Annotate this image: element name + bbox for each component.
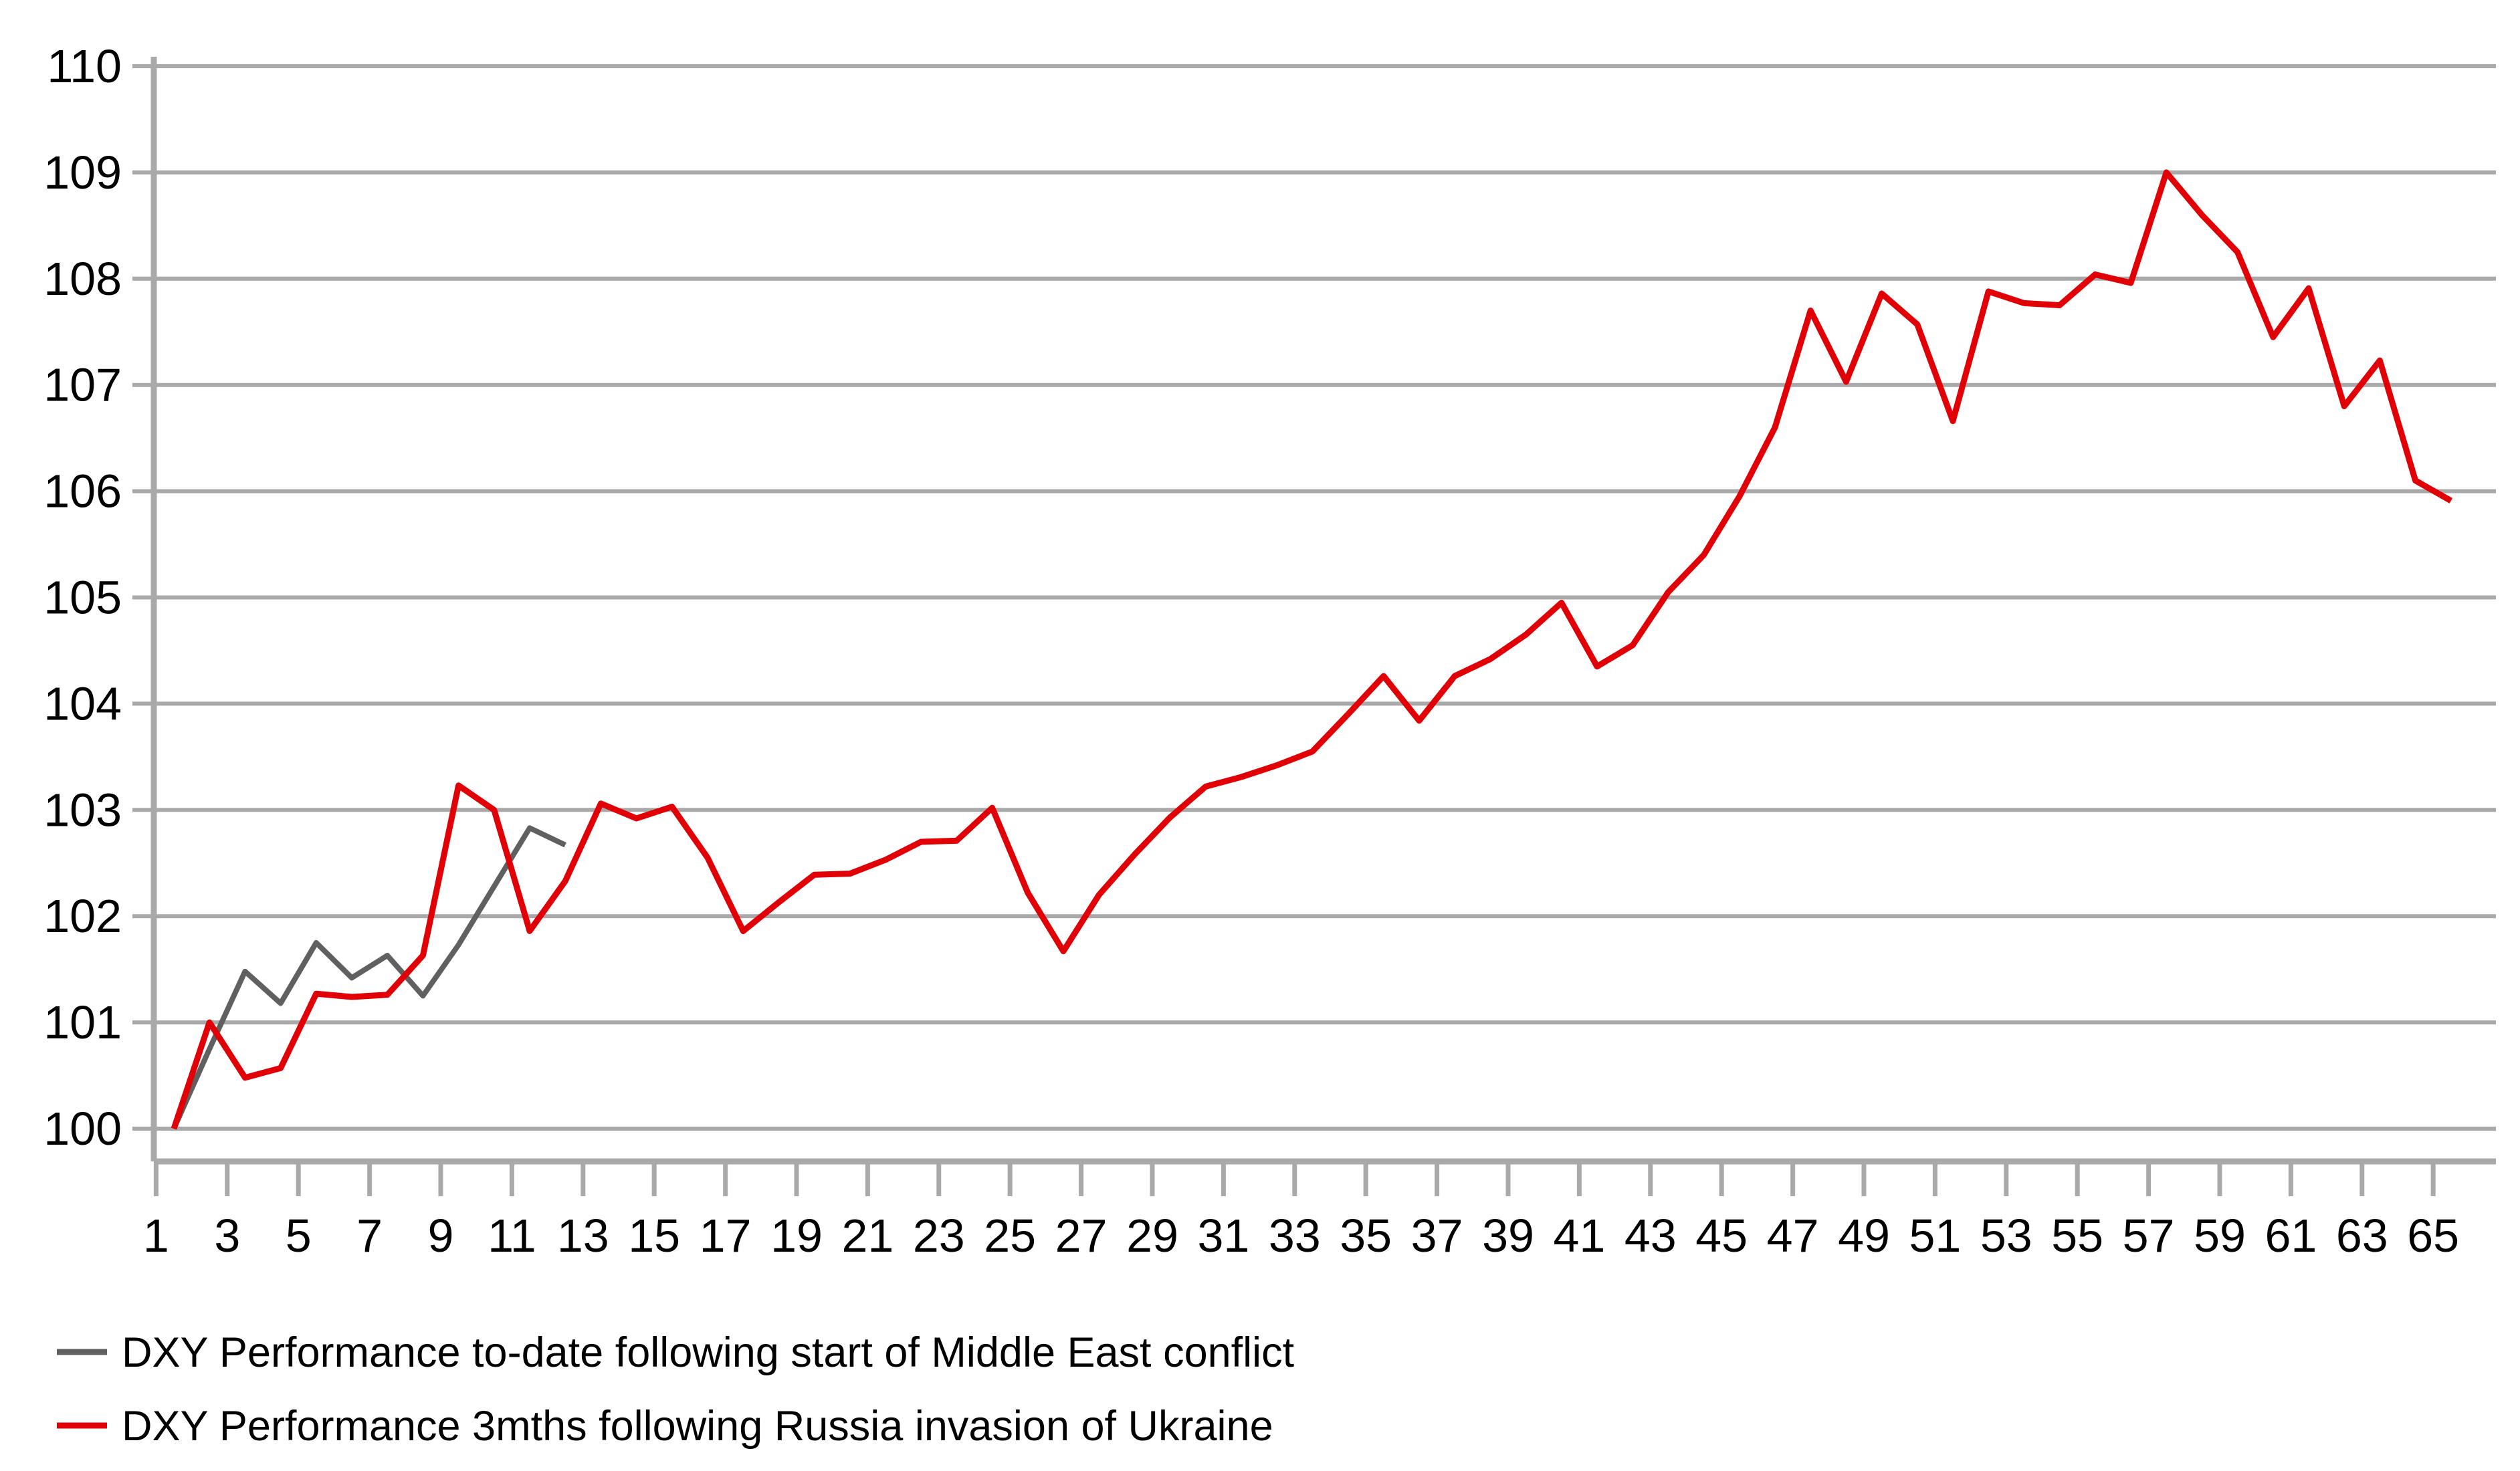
x-tick-label-29: 29 xyxy=(1126,1210,1178,1262)
legend: DXY Performance to-date following start … xyxy=(57,1329,1295,1450)
x-tick-label-43: 43 xyxy=(1624,1210,1677,1262)
x-axis-labels: 1 3 5 7 9 11 13 15 17 19 21 23 25 27 29 31 33 35 37 39 41 43 4… xyxy=(143,1210,2459,1262)
x-tick-label-51: 51 xyxy=(1909,1210,1961,1262)
series-line-russia-ukraine xyxy=(171,169,2453,1130)
x-tick-label-1: 1 xyxy=(143,1210,169,1262)
x-tick-label-65: 65 xyxy=(2407,1210,2459,1262)
x-axis-ticks xyxy=(153,1161,2436,1196)
y-tick-label-101: 101 xyxy=(43,996,122,1048)
y-tick-label-108: 108 xyxy=(43,253,122,305)
x-tick-label-23: 23 xyxy=(913,1210,965,1262)
x-tick-label-63: 63 xyxy=(2336,1210,2388,1262)
x-tick-label-3: 3 xyxy=(214,1210,240,1262)
x-tick-label-35: 35 xyxy=(1340,1210,1392,1262)
x-tick-label-17: 17 xyxy=(700,1210,752,1262)
gridlines xyxy=(132,64,2496,1131)
y-tick-label-107: 107 xyxy=(43,359,122,411)
x-tick-label-31: 31 xyxy=(1197,1210,1249,1262)
x-tick-label-47: 47 xyxy=(1767,1210,1819,1262)
x-tick-label-33: 33 xyxy=(1269,1210,1321,1262)
x-tick-label-45: 45 xyxy=(1695,1210,1748,1262)
x-tick-label-15: 15 xyxy=(628,1210,680,1262)
y-tick-label-102: 102 xyxy=(43,890,122,942)
x-tick-label-11: 11 xyxy=(488,1210,536,1262)
x-tick-label-5: 5 xyxy=(286,1210,312,1262)
y-tick-label-105: 105 xyxy=(43,572,122,624)
x-tick-label-53: 53 xyxy=(1980,1210,2032,1262)
x-tick-label-7: 7 xyxy=(356,1210,383,1262)
x-tick-label-39: 39 xyxy=(1482,1210,1534,1262)
x-tick-label-9: 9 xyxy=(428,1210,454,1262)
y-tick-label-104: 104 xyxy=(43,677,122,729)
y-tick-label-103: 103 xyxy=(43,784,122,836)
axes xyxy=(150,57,2496,1165)
x-tick-label-37: 37 xyxy=(1411,1210,1463,1262)
x-tick-label-57: 57 xyxy=(2123,1210,2175,1262)
x-tick-label-61: 61 xyxy=(2265,1210,2317,1262)
x-tick-label-49: 49 xyxy=(1838,1210,1890,1262)
x-tick-label-41: 41 xyxy=(1553,1210,1605,1262)
series-lines xyxy=(171,169,2453,1130)
x-tick-label-59: 59 xyxy=(2194,1210,2246,1262)
x-tick-label-19: 19 xyxy=(770,1210,823,1262)
y-axis-labels: 100 101 102 103 104 105 106 107 108 109 110 xyxy=(43,40,122,1155)
x-tick-label-27: 27 xyxy=(1055,1210,1108,1262)
x-tick-label-55: 55 xyxy=(2051,1210,2103,1262)
y-tick-label-106: 106 xyxy=(43,465,122,518)
legend-label-middle-east-series: DXY Performance to-date following start … xyxy=(122,1329,1295,1376)
x-tick-label-13: 13 xyxy=(557,1210,609,1262)
y-tick-label-109: 109 xyxy=(43,146,122,199)
series-line-middle-east xyxy=(171,825,566,1130)
y-tick-label-110: 110 xyxy=(47,40,122,92)
x-tick-label-25: 25 xyxy=(984,1210,1036,1262)
y-tick-label-100: 100 xyxy=(43,1103,122,1155)
x-tick-label-21: 21 xyxy=(841,1210,894,1262)
legend-label-russia-ukraine-series: DXY Performance 3mths following Russia i… xyxy=(122,1403,1273,1450)
